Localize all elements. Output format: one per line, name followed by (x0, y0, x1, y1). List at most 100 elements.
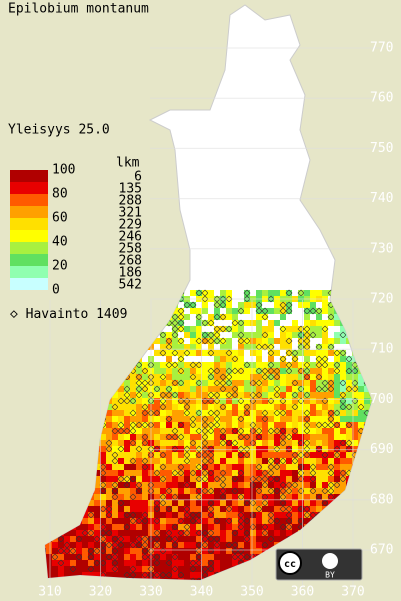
heat-cell (172, 314, 178, 320)
heat-cell (232, 494, 238, 500)
heat-cell (238, 350, 244, 356)
heat-cell (256, 422, 262, 428)
heat-cell (46, 566, 52, 572)
heat-cell (172, 338, 178, 344)
heat-cell (184, 434, 190, 440)
heat-cell (298, 368, 304, 374)
heat-cell (208, 320, 214, 326)
heat-cell (328, 446, 334, 452)
heat-cell (190, 338, 196, 344)
heat-cell (292, 368, 298, 374)
heat-cell (244, 536, 250, 542)
heat-cell (112, 404, 118, 410)
heat-cell (280, 440, 286, 446)
heat-cell (220, 374, 226, 380)
heat-cell (184, 476, 190, 482)
heat-cell (310, 302, 316, 308)
heat-cell (244, 422, 250, 428)
legend-count: 135 (119, 182, 142, 197)
heat-cell (304, 326, 310, 332)
heat-cell (304, 386, 310, 392)
heat-cell (166, 542, 172, 548)
heat-cell (274, 380, 280, 386)
heat-cell (256, 368, 262, 374)
heat-cell (220, 476, 226, 482)
heat-cell (274, 368, 280, 374)
heat-cell (124, 554, 130, 560)
heat-cell (268, 536, 274, 542)
heat-cell (184, 554, 190, 560)
heat-cell (130, 404, 136, 410)
heat-cell (256, 392, 262, 398)
heat-cell (322, 428, 328, 434)
heat-cell (298, 512, 304, 518)
heat-cell (184, 314, 190, 320)
heat-cell (142, 494, 148, 500)
y-label: 760 (370, 91, 393, 106)
heat-cell (214, 338, 220, 344)
heat-cell (310, 398, 316, 404)
heat-cell (112, 524, 118, 530)
heat-cell (190, 386, 196, 392)
heat-cell (214, 386, 220, 392)
heat-cell (256, 518, 262, 524)
heat-cell (280, 356, 286, 362)
heat-cell (196, 416, 202, 422)
heat-cell (334, 368, 340, 374)
heat-cell (340, 404, 346, 410)
heat-cell (130, 398, 136, 404)
heat-cell (298, 470, 304, 476)
heat-cell (190, 572, 196, 578)
x-label: 320 (89, 585, 112, 600)
heat-cell (160, 494, 166, 500)
heat-cell (322, 362, 328, 368)
heat-cell (352, 386, 358, 392)
heat-cell (256, 410, 262, 416)
heat-cell (142, 506, 148, 512)
heat-cell (214, 500, 220, 506)
observation-marker (207, 319, 215, 327)
heat-cell (352, 368, 358, 374)
heat-cell (178, 476, 184, 482)
heat-cell (262, 434, 268, 440)
heat-cell (346, 464, 352, 470)
heat-cell (100, 434, 106, 440)
heat-cell (136, 560, 142, 566)
heat-cell (184, 512, 190, 518)
heat-cell (268, 476, 274, 482)
heat-cell (124, 560, 130, 566)
heat-cell (286, 434, 292, 440)
heat-cell (238, 482, 244, 488)
heat-cell (202, 572, 208, 578)
heat-cell (45, 542, 46, 548)
heat-cell (292, 404, 298, 410)
heat-cell (322, 326, 328, 332)
heat-cell (166, 452, 172, 458)
heat-cell (160, 434, 166, 440)
heat-cell (202, 368, 208, 374)
heat-cell (70, 560, 76, 566)
heat-cell (304, 512, 310, 518)
heat-cell (298, 506, 304, 512)
heat-cell (220, 548, 226, 554)
heat-cell (190, 566, 196, 572)
heat-cell (238, 398, 244, 404)
heat-cell (178, 338, 184, 344)
heat-cell (328, 374, 334, 380)
heat-cell (232, 554, 238, 560)
heat-cell (136, 410, 142, 416)
heat-cell (274, 506, 280, 512)
heat-cell (244, 392, 250, 398)
heat-cell (268, 332, 274, 338)
heat-cell (214, 560, 220, 566)
heat-cell (172, 374, 178, 380)
heat-cell (46, 542, 52, 548)
heat-cell (196, 422, 202, 428)
heat-cell (154, 404, 160, 410)
heat-cell (190, 398, 196, 404)
heat-cell (202, 482, 208, 488)
heat-cell (178, 530, 184, 536)
heat-cell (226, 560, 232, 566)
heat-cell (130, 500, 136, 506)
heat-cell (268, 500, 274, 506)
